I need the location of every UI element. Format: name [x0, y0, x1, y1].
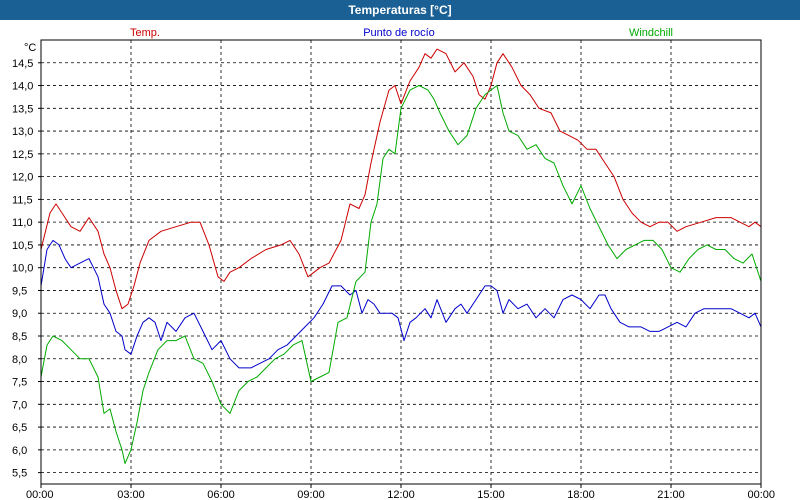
y-tick-label: 9,0: [12, 308, 27, 320]
y-tick-label: 12,5: [12, 149, 33, 161]
x-axis: 00:0014/03/2503:0014/03/2506:0014/03/250…: [26, 484, 775, 500]
y-tick-label: 14,0: [12, 81, 33, 93]
y-tick-label: 7,5: [12, 377, 27, 389]
y-tick-label: 12,0: [12, 172, 33, 184]
y-tick-label: 6,5: [12, 422, 27, 434]
series-line-dew: [40, 239, 762, 369]
x-tick-time: 15:00: [477, 489, 505, 500]
x-tick-time: 12:00: [387, 489, 415, 500]
legend-temp: Temp.: [130, 27, 160, 39]
y-tick-label: 13,5: [12, 103, 33, 115]
y-tick-label: 13,0: [12, 126, 33, 138]
y-tick-label: 11,5: [12, 194, 33, 206]
x-tick-time: 00:00: [747, 489, 775, 500]
grid: [41, 40, 761, 484]
y-tick-label: 8,0: [12, 354, 27, 366]
legend-dew-point: Punto de rocío: [363, 27, 435, 39]
y-tick-label: 14,5: [12, 58, 33, 70]
temperature-chart: 5,5 6,0 6,5 7,0 7,5 8,0 8,5 9,0 9,5 10,0 10,5 11,0 1…: [12, 27, 775, 500]
series-lines: [40, 48, 762, 464]
y-tick-label: 8,5: [12, 331, 27, 343]
y-tick-label: 7,0: [12, 399, 27, 411]
legend: Temp. Punto de rocío Windchill: [130, 27, 673, 39]
y-tick-label: 10,0: [12, 263, 33, 275]
y-tick-label: 5,5: [12, 468, 27, 480]
y-tick-label: 9,5: [12, 285, 27, 297]
y-tick-label: 11,0: [12, 217, 33, 229]
x-tick-time: 00:00: [26, 489, 54, 500]
chart-title: Temperaturas [°C]: [0, 0, 800, 20]
x-tick-time: 21:00: [657, 489, 685, 500]
legend-windchill: Windchill: [629, 27, 673, 39]
x-tick-time: 09:00: [297, 489, 325, 500]
series-line-windchill: [40, 85, 762, 464]
y-axis: 5,5 6,0 6,5 7,0 7,5 8,0 8,5 9,0 9,5 10,0 10,5 11,0 1…: [12, 58, 41, 480]
x-tick-time: 18:00: [567, 489, 595, 500]
x-tick-time: 03:00: [117, 489, 145, 500]
y-tick-label: 6,0: [12, 445, 27, 457]
y-axis-unit: °C: [24, 42, 36, 54]
series-line-temp: [40, 48, 762, 310]
x-tick-time: 06:00: [207, 489, 235, 500]
y-tick-label: 10,5: [12, 240, 33, 252]
